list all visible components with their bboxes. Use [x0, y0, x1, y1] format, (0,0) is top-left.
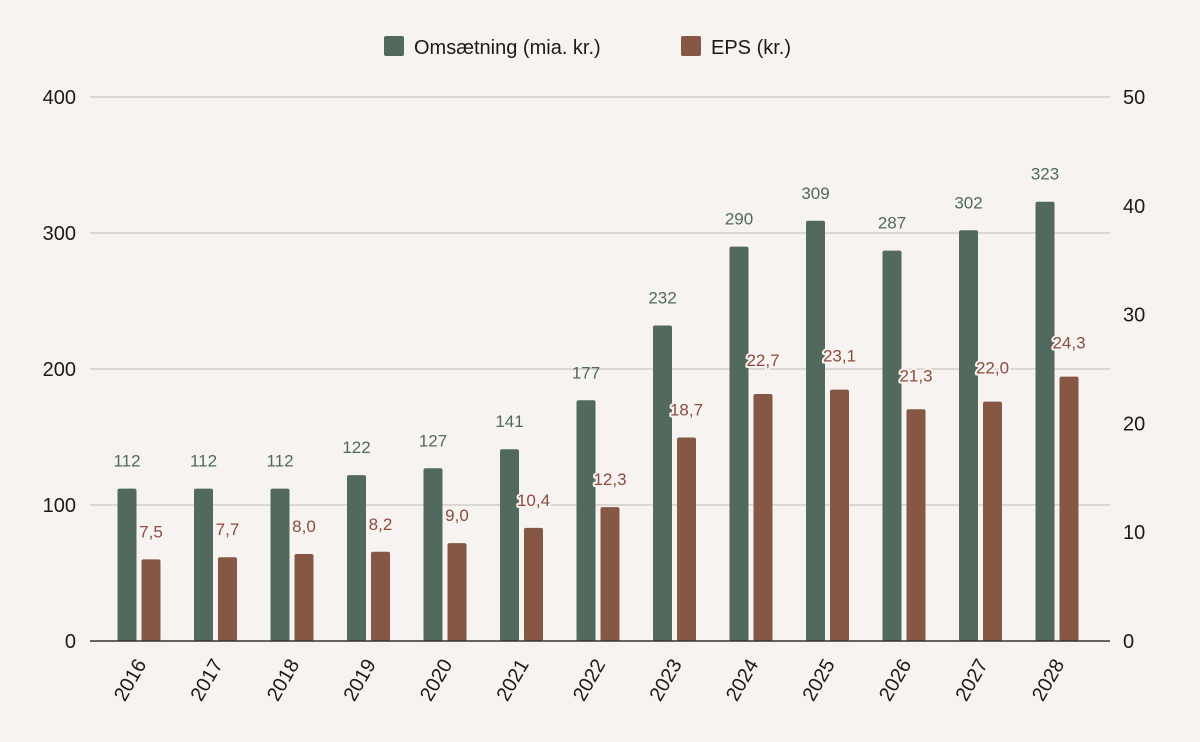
data-label-revenue: 290: [725, 210, 753, 229]
bar-revenue: [347, 475, 366, 641]
legend-swatch-eps: [681, 36, 701, 56]
data-label-eps: 22,0: [976, 359, 1009, 378]
bar-eps: [1059, 376, 1079, 641]
data-label-eps: 24,3: [1052, 334, 1085, 353]
data-label-revenue: 127: [419, 431, 447, 450]
y-axis-right: 0 10 20 30 40 50: [1123, 87, 1145, 653]
bar-revenue: [500, 449, 519, 641]
bar-eps: [906, 409, 926, 641]
y-right-tick-label: 10: [1123, 522, 1145, 544]
bar-revenue: [1035, 201, 1055, 641]
data-label-revenue: 112: [266, 452, 293, 471]
gridlines: [90, 96, 1110, 506]
data-label-revenue: 287: [878, 214, 906, 233]
y-axis-left: 0 100 200 300 400: [43, 87, 76, 653]
legend: Omsætning (mia. kr.) EPS (kr.): [384, 36, 791, 59]
data-label-revenue: 302: [954, 193, 982, 212]
bar-eps: [753, 394, 773, 641]
y-right-tick-label: 30: [1123, 305, 1145, 327]
y-left-tick-label: 400: [43, 87, 76, 109]
data-label-eps: 7,7: [216, 520, 240, 539]
bar-revenue: [270, 488, 290, 641]
bar-revenue: [882, 250, 902, 641]
data-label-eps: 12,3: [593, 470, 626, 489]
bar-eps: [294, 553, 314, 641]
legend-label-revenue: Omsætning (mia. kr.): [414, 37, 601, 59]
y-right-tick-label: 0: [1123, 631, 1134, 653]
bar-revenue: [653, 325, 672, 641]
data-label-revenue: 141: [495, 412, 523, 431]
data-labels: 112 7,5 112 7,7 112 8,0 122 8,2 127 9,0 141 10,4 177…: [113, 165, 1087, 544]
data-label-revenue: 112: [113, 452, 140, 471]
y-left-tick-label: 300: [43, 223, 76, 245]
data-label-revenue: 309: [801, 184, 829, 203]
data-label-eps: 23,1: [823, 347, 856, 366]
bar-eps: [677, 437, 696, 641]
bar-revenue: [959, 230, 978, 641]
data-label-revenue: 177: [572, 363, 600, 382]
bar-eps: [141, 559, 161, 641]
data-label-eps: 18,7: [670, 401, 703, 420]
bar-eps: [983, 401, 1002, 641]
y-right-tick-label: 20: [1123, 413, 1145, 435]
data-label-revenue: 323: [1031, 165, 1059, 184]
bar-revenue: [806, 220, 825, 641]
data-label-eps: 8,2: [369, 515, 393, 534]
data-label-eps: 10,4: [517, 491, 550, 510]
bar-eps: [447, 543, 467, 641]
bar-eps: [371, 551, 390, 641]
data-label-revenue: 122: [342, 438, 370, 457]
bars: [117, 201, 1079, 641]
bar-revenue: [194, 488, 213, 641]
bar-eps: [600, 507, 620, 641]
data-label-eps: 22,7: [746, 351, 779, 370]
data-label-eps: 21,3: [899, 366, 932, 385]
data-label-revenue: 232: [648, 288, 676, 307]
data-label-eps: 8,0: [292, 517, 316, 536]
bar-revenue: [117, 488, 137, 641]
data-label-eps: 9,0: [445, 506, 469, 525]
legend-swatch-revenue: [384, 36, 404, 56]
y-left-tick-label: 0: [65, 631, 76, 653]
y-left-tick-label: 200: [43, 359, 76, 381]
legend-label-eps: EPS (kr.): [711, 37, 791, 59]
y-left-tick-label: 100: [43, 495, 76, 517]
y-right-tick-label: 40: [1123, 196, 1145, 218]
y-right-tick-label: 50: [1123, 87, 1145, 109]
bar-eps: [218, 557, 237, 641]
bar-revenue: [729, 246, 749, 641]
bar-revenue: [576, 400, 596, 641]
bar-eps: [524, 527, 543, 641]
bar-revenue: [423, 468, 443, 641]
data-label-eps: 7,5: [139, 522, 163, 541]
bar-eps: [830, 389, 849, 641]
data-label-revenue: 112: [190, 452, 217, 471]
